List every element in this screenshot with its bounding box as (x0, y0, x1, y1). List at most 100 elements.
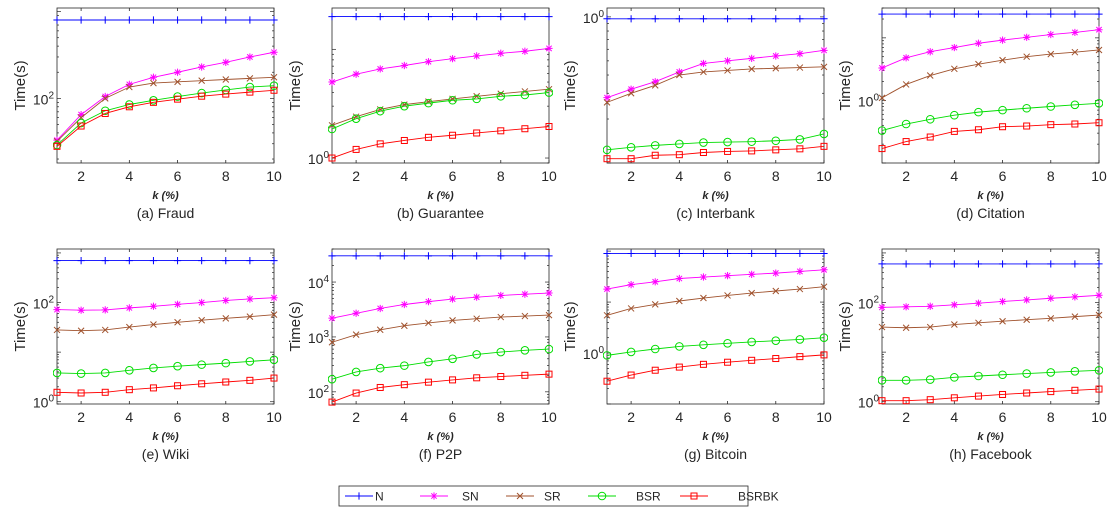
data-point-BSRBK (627, 155, 635, 163)
data-point-BSRBK (603, 155, 611, 163)
data-point-BSRBK (449, 376, 457, 384)
data-point-BSR (650, 141, 660, 150)
data-point-N (497, 252, 505, 260)
data-point-SR (1071, 48, 1079, 56)
legend-marker (355, 492, 363, 500)
data-point-SN (125, 80, 133, 88)
data-point-BSRBK (878, 397, 886, 405)
data-point-SR (1095, 46, 1103, 54)
data-point-N (270, 257, 278, 265)
data-point-SR (1047, 50, 1055, 58)
data-point-SR (352, 113, 360, 121)
data-point-N (796, 15, 804, 23)
data-point-N (627, 15, 635, 23)
data-point-N (1047, 10, 1055, 18)
series-line-SN (331, 292, 550, 319)
data-point-BSRBK (545, 370, 553, 378)
data-point-N (424, 252, 433, 260)
data-point-SR (101, 95, 109, 102)
data-point-SR (878, 323, 886, 331)
data-point-BSR (1070, 100, 1080, 110)
data-point-SN (198, 298, 206, 307)
data-point-N (246, 257, 254, 265)
data-point-BSR (771, 136, 781, 146)
data-point-N (699, 15, 708, 23)
data-point-BSR (1094, 366, 1103, 375)
data-point-SN (149, 73, 158, 81)
series-line-BSRBK (56, 377, 275, 394)
series-group (53, 257, 278, 397)
data-point-BSRBK (270, 86, 278, 94)
data-point-SN (521, 47, 529, 55)
data-point-BSRBK (53, 388, 61, 396)
y-tick-label: 102 (33, 90, 55, 107)
data-point-BSRBK (902, 397, 910, 405)
data-point-N (675, 15, 683, 23)
data-point-SN (1023, 33, 1031, 41)
data-point-BSR (603, 145, 612, 155)
y-axis-label: Time(s) (562, 60, 579, 110)
data-point-BSR (626, 347, 636, 357)
data-point-SN (796, 267, 804, 275)
x-axis-label: k (%) (977, 190, 1004, 202)
axes-box (881, 248, 1100, 405)
data-point-BSRBK (748, 356, 756, 364)
data-point-SR (473, 315, 481, 323)
data-point-BSR (819, 333, 828, 342)
series-line-SR (606, 286, 825, 316)
data-point-SR (975, 60, 982, 68)
data-point-SN (400, 61, 408, 70)
data-point-BSRBK (651, 151, 659, 159)
x-tick-label: 6 (174, 168, 182, 184)
legend-label: SN (462, 490, 479, 504)
data-point-BSRBK (699, 148, 707, 156)
data-point-BSRBK (1047, 388, 1055, 396)
data-point-N (723, 15, 732, 23)
data-point-BSRBK (424, 133, 432, 141)
data-point-BSRBK (772, 355, 780, 363)
data-point-BSRBK (950, 127, 958, 135)
data-point-SR (820, 63, 828, 71)
data-point-SN (675, 274, 683, 283)
data-point-N (651, 15, 659, 23)
series-line-BSRBK (881, 122, 1100, 150)
x-tick-label: 4 (400, 409, 408, 425)
data-point-SN (675, 68, 683, 76)
data-point-SR (820, 283, 828, 291)
data-point-BSRBK (627, 371, 635, 379)
data-point-BSR (699, 138, 708, 147)
data-point-SR (1047, 314, 1055, 322)
series-line-SN (881, 29, 1100, 69)
data-point-N (77, 257, 85, 265)
data-point-N (974, 260, 983, 268)
data-point-SN (902, 54, 910, 62)
data-point-N (1023, 10, 1031, 18)
data-point-N (173, 16, 182, 24)
y-tick-exponent: 0 (323, 150, 329, 161)
data-point-N (352, 252, 360, 260)
series-group (878, 10, 1103, 153)
data-point-BSRBK (473, 129, 481, 137)
series-line-SR (331, 88, 550, 126)
data-point-N (473, 252, 481, 260)
y-tick-exponent: 2 (873, 295, 879, 306)
data-point-SR (926, 323, 934, 331)
data-point-BSR (245, 82, 255, 92)
y-axis-label: Time(s) (562, 301, 579, 351)
legend-item-N: N (345, 490, 384, 504)
x-tick-label: 10 (541, 409, 557, 425)
x-tick-label: 8 (1047, 168, 1055, 184)
data-point-SR (999, 56, 1006, 64)
data-point-BSR (375, 363, 385, 373)
series-group (53, 16, 278, 150)
data-point-BSRBK (101, 109, 109, 117)
data-point-BSR (950, 373, 959, 382)
data-point-BSR (245, 357, 255, 366)
series-line-SR (881, 49, 1100, 99)
data-point-SR (772, 64, 780, 72)
data-point-SR (926, 72, 934, 79)
y-axis-label: Time(s) (12, 60, 29, 110)
data-point-SN (1095, 291, 1103, 299)
data-point-BSRBK (724, 358, 732, 366)
